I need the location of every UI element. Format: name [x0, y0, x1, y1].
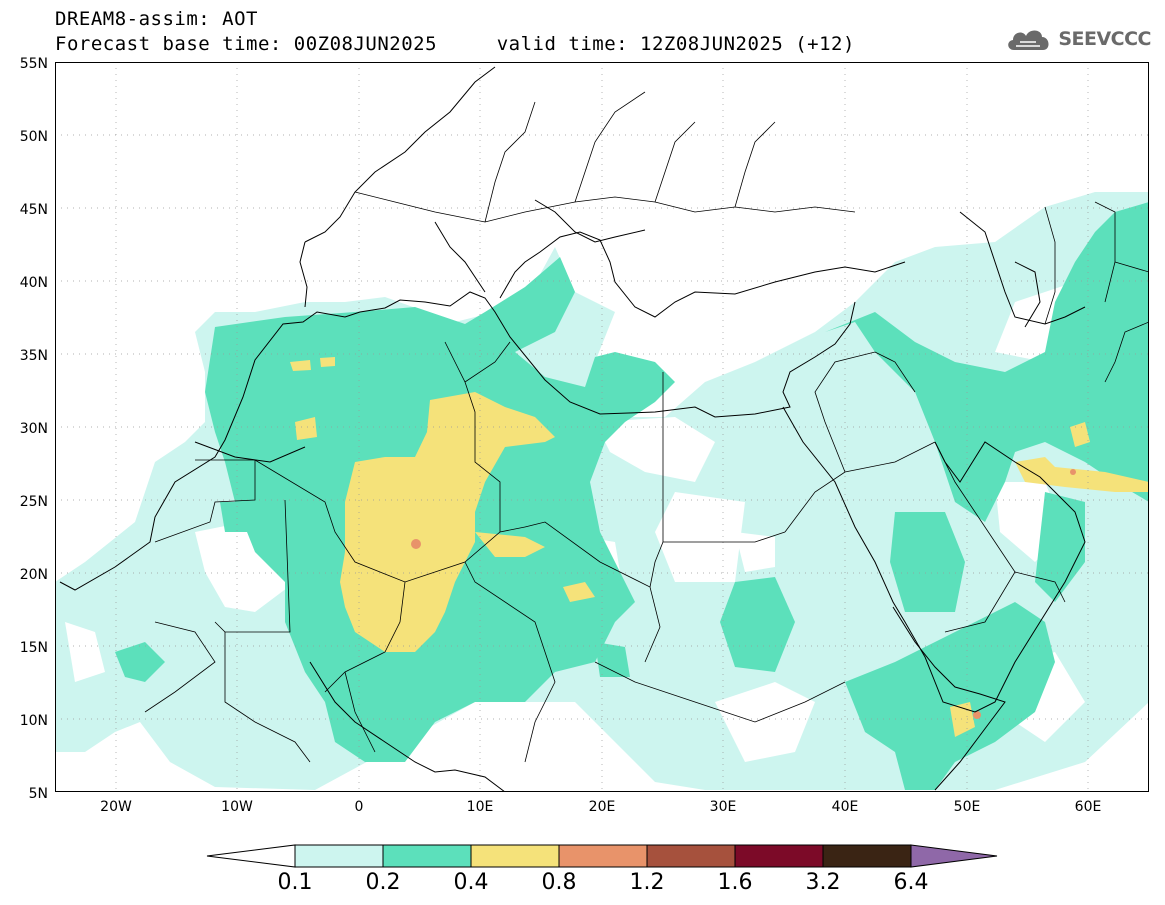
- country-borders: [144, 91, 1149, 763]
- colorbar-label-1-6: 1.6: [717, 870, 753, 895]
- aot-level-0-4-field: [290, 357, 1149, 737]
- map-title: DREAM8-assim: AOT: [55, 8, 258, 30]
- lat-label-55n: 55N: [19, 56, 48, 72]
- lat-label-50n: 50N: [19, 129, 48, 145]
- lat-label-10n: 10N: [19, 713, 48, 729]
- colorbar-bin-0-2: [382, 844, 472, 868]
- colorbar-bin-1-2: [646, 844, 736, 868]
- lon-label-10e: 10E: [466, 799, 494, 815]
- colorbar-high-arrow: [910, 844, 998, 868]
- lat-label-35n: 35N: [19, 348, 48, 364]
- lon-label-50e: 50E: [953, 799, 981, 815]
- cloud-icon: [1008, 30, 1049, 50]
- aot-level-0-8-spots: [411, 469, 1076, 719]
- lat-label-20n: 20N: [19, 567, 48, 583]
- colorbar-bin-0-1: [294, 844, 384, 868]
- colorbar-bin-0-8: [558, 844, 648, 868]
- lon-label-0: 0: [354, 799, 364, 815]
- lat-label-30n: 30N: [19, 421, 48, 437]
- lat-label-15n: 15N: [19, 640, 48, 656]
- colorbar-low-arrow: [206, 844, 296, 868]
- lon-label-20e: 20E: [588, 799, 616, 815]
- lat-label-25n: 25N: [19, 494, 48, 510]
- graticule: [55, 62, 1149, 792]
- lon-label-60e: 60E: [1074, 799, 1102, 815]
- colorbar-label-3-2: 3.2: [805, 870, 841, 895]
- coastlines: [59, 66, 1086, 792]
- colorbar-bin-1-6: [734, 844, 824, 868]
- colorbar-bin-3-2: [822, 844, 912, 868]
- colorbar-bin-0-4: [470, 844, 560, 868]
- forecast-times: Forecast base time: 00Z08JUN2025 valid t…: [55, 33, 855, 55]
- colorbar-label-0-8: 0.8: [541, 870, 577, 895]
- lat-label-5n: 5N: [28, 786, 48, 802]
- colorbar-label-6-4: 6.4: [893, 870, 929, 895]
- seevccc-logo: SEEVCCC: [1004, 24, 1151, 54]
- colorbar-label-0-4: 0.4: [453, 870, 489, 895]
- colorbar-label-1-2: 1.2: [629, 870, 665, 895]
- lon-label-20w: 20W: [100, 799, 132, 815]
- aot-map: [55, 62, 1149, 792]
- colorbar: [206, 844, 998, 868]
- colorbar-label-0-2: 0.2: [365, 870, 401, 895]
- lat-label-40n: 40N: [19, 275, 48, 291]
- logo-text: SEEVCCC: [1058, 28, 1151, 50]
- lat-label-45n: 45N: [19, 202, 48, 218]
- lon-label-30e: 30E: [709, 799, 737, 815]
- aot-map-svg: [55, 62, 1149, 792]
- lon-label-10w: 10W: [221, 799, 253, 815]
- colorbar-label-0-1: 0.1: [277, 870, 313, 895]
- lon-label-40e: 40E: [831, 799, 859, 815]
